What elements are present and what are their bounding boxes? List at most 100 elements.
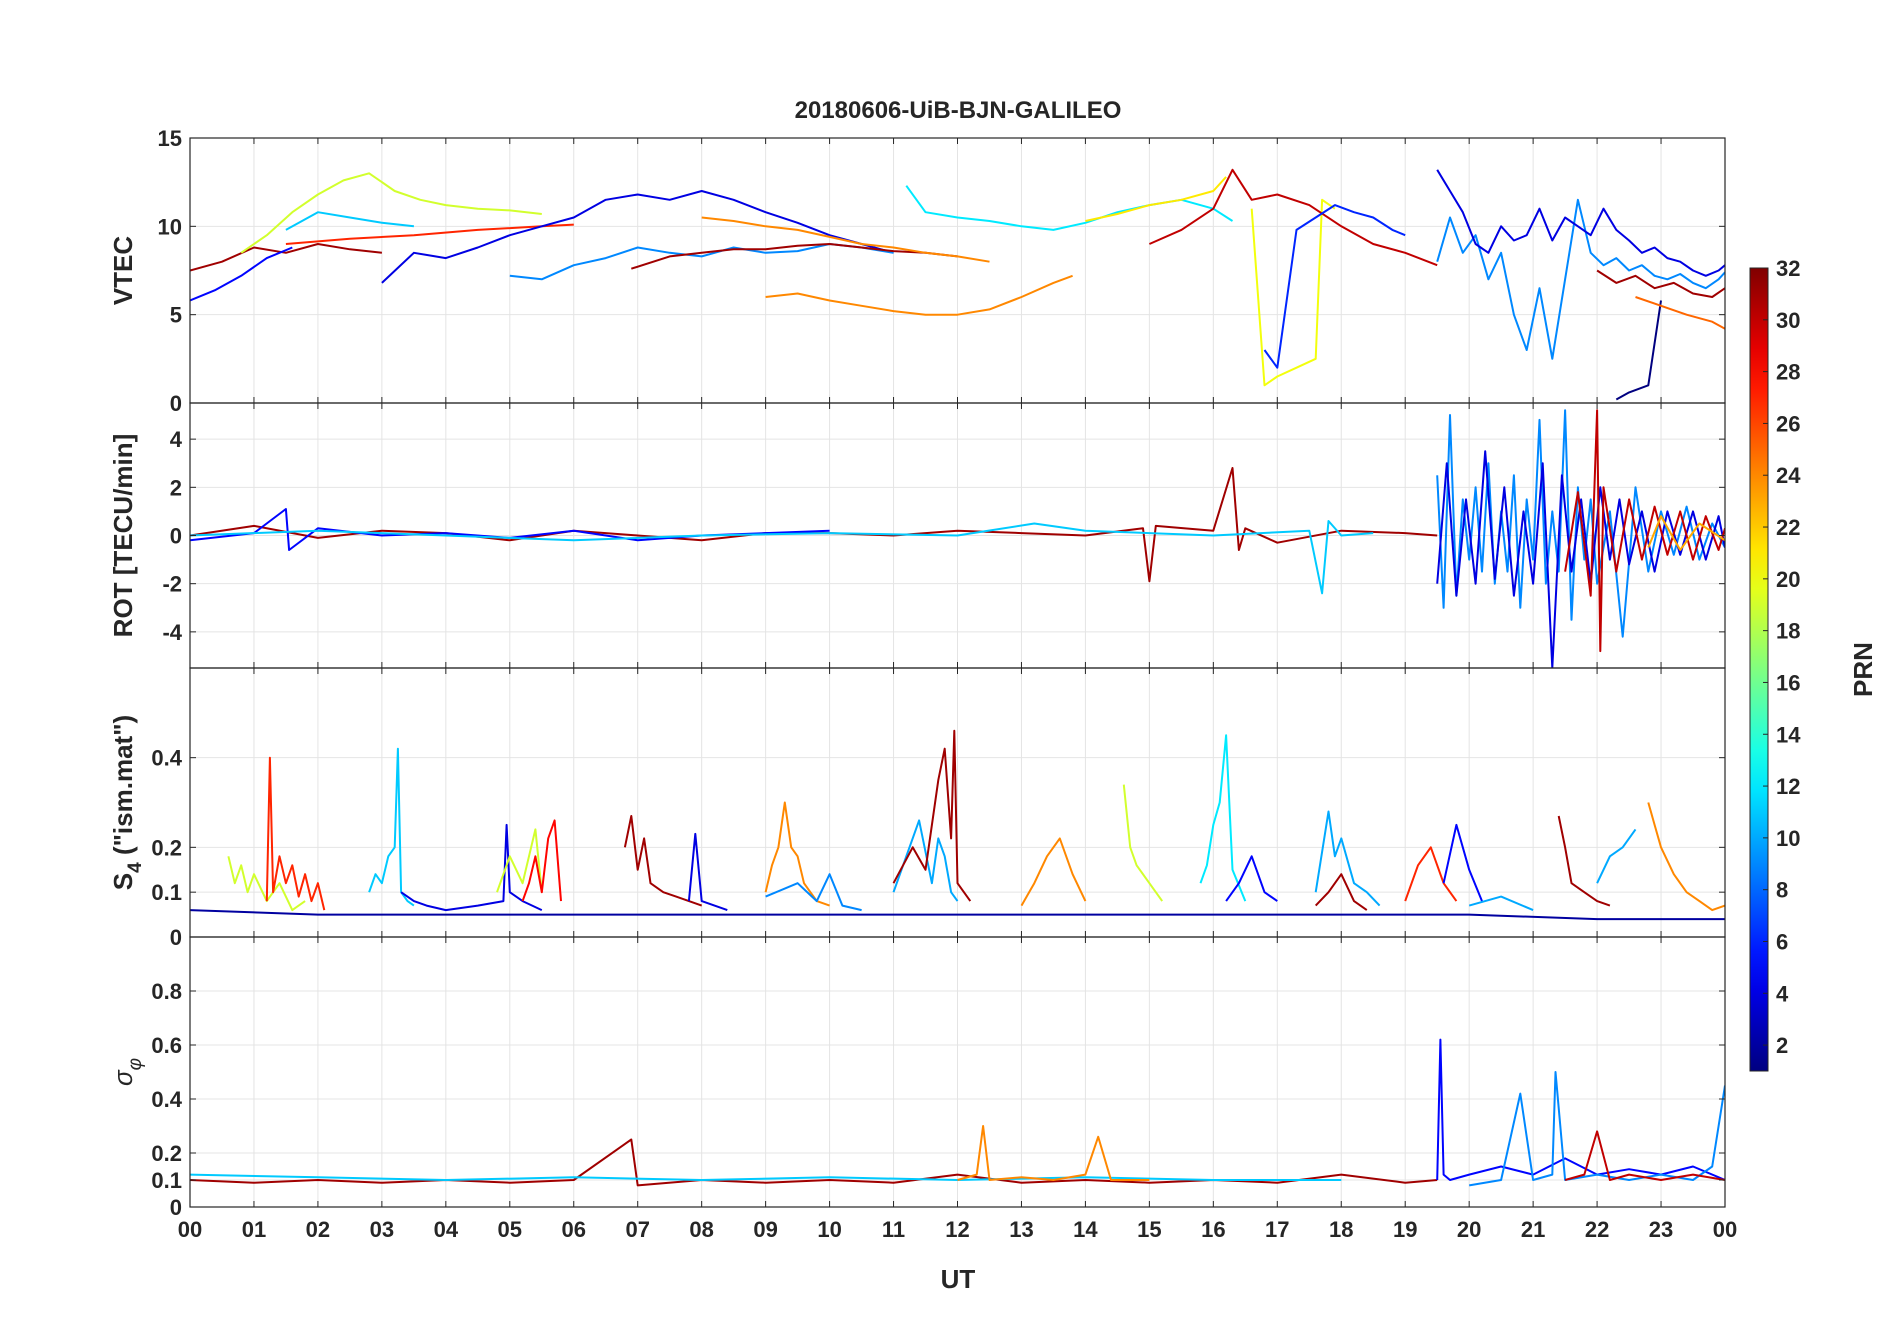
series-prn-24: [957, 1125, 1150, 1181]
y-tick-label: 10: [158, 214, 182, 239]
x-tick-label: 21: [1521, 1217, 1545, 1242]
x-tick-label: 04: [434, 1217, 459, 1242]
y-tick-label: 0.4: [151, 746, 182, 771]
panel-rot-series: [190, 409, 1725, 668]
series-prn-31: [1314, 873, 1368, 911]
series-prn-31: [623, 815, 703, 907]
series-prn-31: [190, 467, 1438, 583]
colorbar-tick-label: 12: [1776, 774, 1800, 799]
series-prn-9: [1436, 198, 1725, 360]
series-prn-5: [1436, 1038, 1725, 1181]
series-prn-19: [1122, 784, 1164, 902]
series-prn-12: [905, 185, 1234, 231]
series-prn-4: [687, 832, 728, 912]
y-tick-label: 0: [170, 925, 182, 950]
panel-s4-series: [190, 729, 1725, 921]
y-tick-label: 5: [170, 303, 182, 328]
x-tick-label: 10: [817, 1217, 841, 1242]
x-tick-label: 09: [753, 1217, 777, 1242]
colorbar-tick-label: 28: [1776, 360, 1800, 385]
colorbar-tick-label: 14: [1776, 722, 1801, 747]
y-tick-label: 0.6: [151, 1033, 182, 1058]
x-tick-label: 08: [689, 1217, 713, 1242]
series-prn-31: [892, 729, 972, 902]
y-tick-label: 0.8: [151, 979, 182, 1004]
series-prn-27: [1404, 846, 1458, 902]
x-tick-label: 17: [1265, 1217, 1289, 1242]
series-prn-25: [1635, 296, 1725, 330]
x-tick-label: 06: [562, 1217, 586, 1242]
x-tick-label: 02: [306, 1217, 330, 1242]
series-prn-21: [1085, 176, 1227, 222]
x-axis-label: UT: [941, 1264, 976, 1294]
series-prn-31: [190, 1138, 1438, 1187]
series-prn-20: [1250, 198, 1336, 387]
series-prn-4: [1436, 450, 1725, 668]
series-prn-27: [285, 223, 574, 245]
colorbar-tick-label: 32: [1776, 256, 1800, 281]
y-tick-label: -4: [162, 620, 182, 645]
series-prn-24: [1647, 802, 1725, 912]
x-tick-label: 15: [1137, 1217, 1161, 1242]
series-prn-30: [1564, 1130, 1725, 1181]
x-tick-label: 23: [1649, 1217, 1673, 1242]
x-tick-label: 13: [1009, 1217, 1033, 1242]
y-tick-label: 0.1: [151, 880, 182, 905]
panel-sigma-series: [190, 1038, 1725, 1187]
series-prn-10: [892, 819, 959, 902]
series-prn-24: [764, 801, 830, 907]
series-prn-5: [190, 246, 293, 302]
y-tick-label: 0.1: [151, 1168, 182, 1193]
x-tick-label: 00: [1713, 1217, 1737, 1242]
x-tick-label: 01: [242, 1217, 266, 1242]
x-tick-label: 05: [498, 1217, 522, 1242]
series-prn-24: [765, 274, 1073, 316]
colorbar-tick-label: 20: [1776, 567, 1800, 592]
series-prn-19: [240, 172, 542, 254]
series-prn-4: [381, 190, 894, 284]
colorbar-tick-label: 22: [1776, 515, 1800, 540]
series-prn-30: [1564, 409, 1725, 653]
y-tick-label: -2: [162, 572, 182, 597]
panel-sigma-ylabel: σφ: [108, 1058, 146, 1086]
y-tick-label: 0.2: [151, 835, 182, 860]
series-prn-31: [1596, 269, 1725, 298]
colorbar-tick-label: 30: [1776, 308, 1800, 333]
series-prn-4: [400, 823, 543, 912]
series-prn-11: [368, 747, 415, 907]
x-tick-label: 14: [1073, 1217, 1098, 1242]
series-prn-1: [1615, 300, 1662, 401]
y-tick-label: 0: [170, 524, 182, 549]
x-tick-label: 11: [882, 1217, 905, 1242]
colorbar-tick-label: 26: [1776, 411, 1800, 436]
x-tick-label: 19: [1393, 1217, 1417, 1242]
panel-s4: 0 0.1 0.2 0.4S4 ("ism.mat"): [108, 667, 1726, 950]
colorbar-scale: [1749, 267, 1769, 1072]
x-tick-label: 16: [1201, 1217, 1225, 1242]
series-prn-11: [285, 211, 415, 231]
series-prn-27: [265, 756, 326, 911]
series-prn-5: [1442, 823, 1483, 902]
colorbar-tick-label: 18: [1776, 619, 1800, 644]
panel-rot-ylabel: ROT [TECU/min]: [108, 434, 138, 638]
x-tick-label: 12: [945, 1217, 969, 1242]
panel-vtec-series: [190, 168, 1725, 401]
colorbar-tick-label: 2: [1776, 1033, 1788, 1058]
panel-rot: -4 -2 0 2 4 ROT [TECU/min]: [108, 402, 1726, 669]
colorbar-tick-label: 10: [1776, 826, 1800, 851]
panel-s4-grid: [189, 668, 1726, 938]
series-prn-9: [1469, 1071, 1725, 1187]
series-prn-31: [1557, 815, 1611, 907]
series-prn-30: [1148, 168, 1438, 267]
panel-sigma-grid: [189, 937, 1726, 1208]
x-tick-label: 18: [1329, 1217, 1353, 1242]
series-prn-11: [190, 520, 1374, 595]
series-prn-5: [1225, 855, 1278, 902]
series-prn-4: [1436, 169, 1725, 277]
series-prn-23: [1647, 515, 1725, 551]
x-tick-label: 20: [1457, 1217, 1481, 1242]
series-prn-31: [630, 243, 958, 270]
